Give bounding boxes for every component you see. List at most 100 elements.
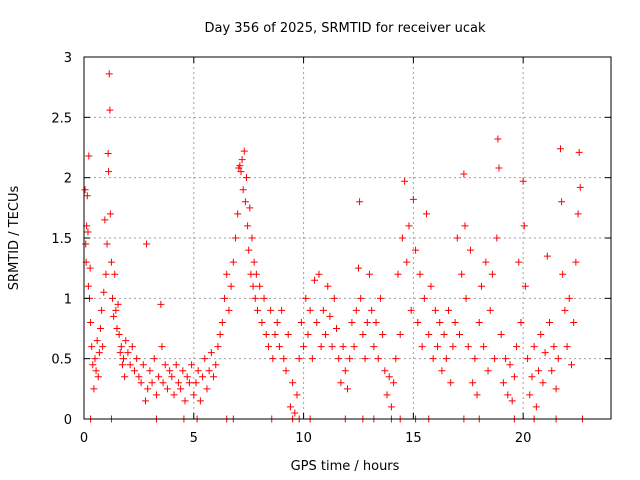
data-point	[120, 355, 128, 363]
data-point	[354, 264, 362, 272]
data-point	[144, 385, 152, 393]
y-tick-label: 2.5	[51, 111, 72, 126]
y-tick-label: 3	[64, 51, 72, 66]
data-point	[131, 367, 139, 375]
data-point	[567, 361, 575, 369]
data-point	[398, 234, 406, 242]
ticks-layer: 0 0.5 1 1.5 2 2.5 3 0 5 10 15 20	[51, 51, 611, 446]
data-point	[104, 150, 112, 158]
data-point	[94, 373, 102, 381]
x-tick-label: 0	[80, 431, 88, 446]
data-point	[469, 379, 477, 387]
data-point	[409, 195, 417, 203]
data-point	[139, 361, 147, 369]
data-point	[416, 270, 424, 278]
data-point	[111, 270, 119, 278]
data-point	[543, 252, 551, 260]
data-point	[280, 355, 288, 363]
data-point	[174, 379, 182, 387]
data-point	[425, 331, 433, 339]
data-point	[385, 373, 393, 381]
data-point	[194, 367, 202, 375]
data-point	[574, 210, 582, 218]
data-point	[86, 264, 94, 272]
data-point	[344, 385, 351, 393]
data-point	[451, 318, 459, 326]
data-point	[143, 240, 151, 248]
data-point	[374, 355, 382, 363]
data-point	[387, 403, 395, 411]
data-point	[258, 318, 266, 326]
data-point	[350, 343, 358, 351]
data-point	[223, 270, 231, 278]
data-point	[227, 282, 235, 290]
data-point	[244, 222, 252, 230]
data-point	[168, 373, 176, 381]
data-point	[248, 234, 256, 242]
data-point	[315, 270, 323, 278]
data-point	[218, 318, 226, 326]
data-point	[570, 318, 578, 326]
data-point	[308, 355, 316, 363]
data-point	[561, 306, 569, 314]
data-point	[181, 397, 189, 405]
data-point	[346, 355, 354, 363]
data-point	[264, 343, 272, 351]
data-point	[122, 337, 130, 345]
data-point	[539, 379, 547, 387]
data-point	[161, 361, 169, 369]
data-point	[192, 379, 200, 387]
data-point	[466, 246, 474, 254]
data-point	[352, 306, 360, 314]
y-tick-label: 1	[64, 292, 72, 307]
data-point	[324, 282, 332, 290]
y-tick-label: 0.5	[51, 353, 72, 368]
data-point	[488, 270, 496, 278]
data-point	[96, 325, 104, 332]
data-point	[418, 343, 426, 351]
data-point	[473, 391, 481, 399]
data-point	[493, 234, 501, 242]
data-point	[519, 177, 527, 185]
data-point	[480, 343, 488, 351]
data-point	[524, 355, 532, 363]
marks-layer	[81, 70, 586, 423]
data-point	[84, 282, 92, 290]
data-point	[106, 210, 114, 218]
data-point	[530, 343, 538, 351]
data-point	[293, 391, 301, 399]
data-point	[333, 325, 341, 332]
data-point	[475, 318, 483, 326]
data-point	[100, 288, 108, 296]
data-point	[159, 379, 167, 387]
data-point	[506, 361, 514, 369]
data-point	[148, 379, 156, 387]
y-tick-label: 0	[64, 413, 72, 428]
data-point	[541, 349, 549, 357]
data-point	[116, 349, 124, 357]
data-point	[442, 355, 450, 363]
data-point	[275, 343, 283, 351]
data-point	[513, 343, 521, 351]
data-point	[339, 343, 347, 351]
data-point	[177, 385, 185, 393]
data-point	[172, 361, 180, 369]
data-point	[203, 385, 211, 393]
data-point	[548, 367, 556, 375]
data-point	[214, 343, 222, 351]
data-point	[317, 343, 325, 351]
data-point	[372, 318, 380, 326]
data-point	[405, 222, 413, 230]
data-point	[396, 331, 404, 339]
data-point	[284, 331, 292, 339]
data-point	[359, 331, 367, 339]
data-point	[98, 306, 106, 314]
data-point	[121, 373, 129, 381]
data-point	[552, 385, 560, 393]
data-point	[486, 306, 494, 314]
data-point	[455, 331, 463, 339]
data-point	[93, 337, 101, 345]
data-point	[183, 373, 191, 381]
data-point	[482, 258, 490, 266]
data-point	[556, 145, 564, 153]
